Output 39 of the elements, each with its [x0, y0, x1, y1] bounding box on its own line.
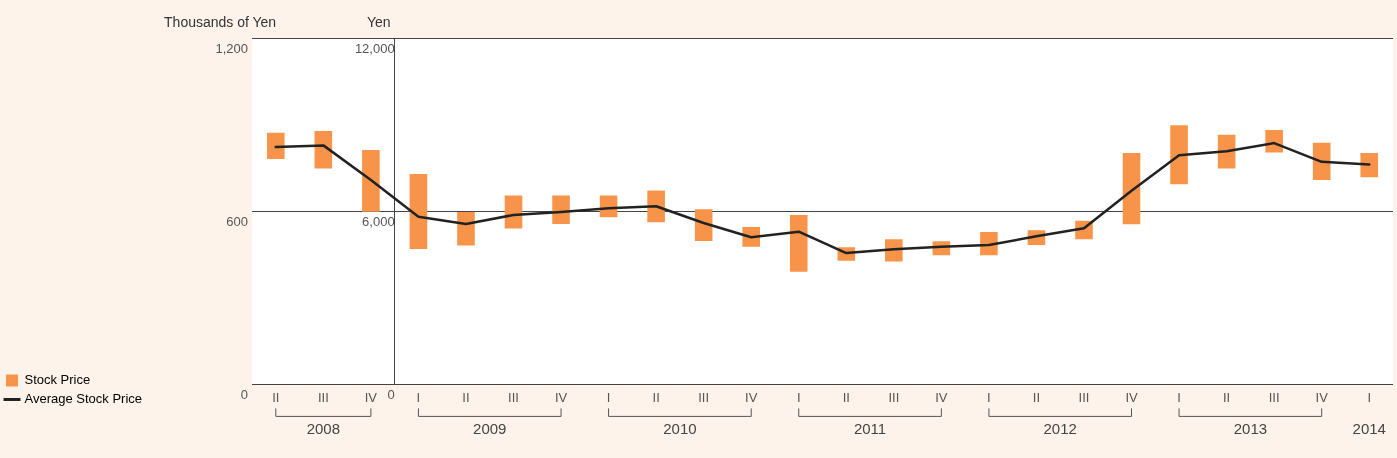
x-tick-label: IV: [1315, 389, 1329, 405]
x-tick-label: II: [1222, 389, 1231, 405]
text: 2009: [473, 420, 507, 438]
y2-tick-label: 0: [387, 386, 395, 402]
x-tick-label: I: [1367, 389, 1372, 405]
x-tick-label: IV: [554, 389, 568, 405]
text: 2010: [663, 420, 697, 438]
text: 2014: [1352, 420, 1386, 438]
text: 2011: [853, 420, 887, 438]
x-tick-label: III: [508, 389, 519, 405]
x-tick-label: II: [462, 389, 470, 405]
x-tick-label: III: [698, 389, 710, 405]
x-tick-label: I: [987, 389, 991, 405]
y-axis-title: Thousands of Yen: [164, 13, 277, 30]
x-tick-label: IV: [935, 389, 948, 405]
y2-axis-title: Yen: [367, 13, 391, 30]
x-tick-label: I: [606, 389, 611, 405]
y-tick-label: 1,200: [215, 40, 249, 56]
x-tick-label: II: [272, 389, 280, 405]
x-tick-label: I: [796, 389, 801, 405]
x-tick-label: I: [1177, 389, 1181, 405]
x-tick-label: II: [1032, 389, 1041, 405]
x-tick-label: III: [1268, 389, 1280, 405]
legend-label: Stock Price: [24, 372, 91, 388]
x-tick-label: II: [842, 389, 850, 405]
x-tick-label: II: [652, 389, 660, 405]
x-tick-label: IV: [745, 389, 758, 405]
text: 2013: [1233, 420, 1268, 438]
text: 2008: [306, 420, 341, 438]
x-tick-label: III: [1078, 389, 1090, 405]
x-tick-label: IV: [1125, 389, 1138, 405]
x-tick-label: I: [416, 389, 421, 405]
x-tick-label: III: [888, 389, 900, 405]
y-tick-label: 0: [240, 386, 249, 402]
y-tick-label: 600: [226, 213, 249, 229]
x-tick-label: IV: [364, 389, 378, 405]
x-tick-label: III: [317, 389, 329, 405]
text: 2012: [1043, 420, 1077, 438]
legend-label: Average Stock Price: [24, 391, 143, 407]
